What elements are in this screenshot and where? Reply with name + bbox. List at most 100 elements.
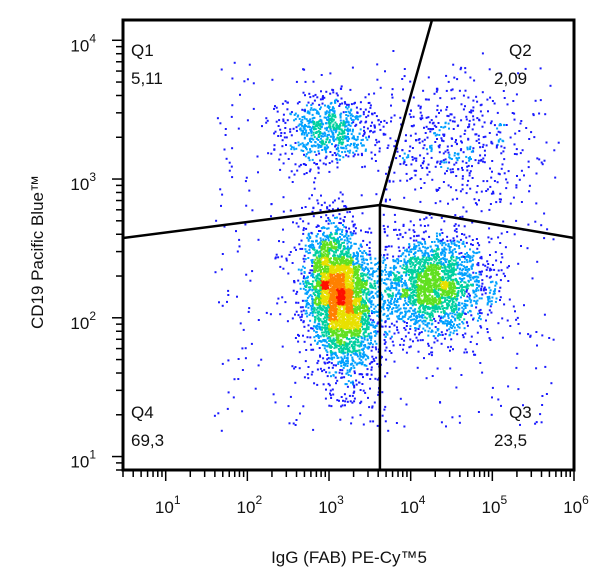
- event-dot: [485, 319, 487, 322]
- event-dot: [468, 235, 471, 238]
- event-dot: [365, 287, 368, 290]
- event-dot: [327, 251, 330, 254]
- event-dot: [474, 293, 477, 296]
- event-dot: [409, 287, 411, 290]
- event-dot: [356, 275, 359, 278]
- event-dot: [384, 282, 387, 285]
- event-dot: [371, 346, 374, 349]
- event-dot: [335, 246, 338, 249]
- event-dot: [309, 245, 312, 248]
- event-dot: [447, 243, 450, 246]
- event-dot: [351, 337, 353, 339]
- event-dot: [308, 289, 311, 292]
- event-dot: [458, 318, 461, 321]
- event-dot: [454, 259, 457, 262]
- event-dot: [344, 272, 347, 275]
- event-dot: [318, 266, 321, 269]
- event-dot: [319, 263, 322, 266]
- event-dot: [430, 314, 433, 317]
- event-dot: [307, 329, 310, 332]
- event-dot: [349, 264, 352, 267]
- event-dot: [424, 305, 427, 308]
- event-dot: [437, 284, 440, 287]
- event-dot: [346, 371, 349, 374]
- event-dot: [309, 283, 312, 285]
- event-dot: [293, 281, 296, 284]
- event-dot: [457, 308, 460, 311]
- event-dot: [424, 329, 427, 332]
- event-dot: [343, 290, 346, 293]
- event-dot: [482, 263, 485, 266]
- event-dot: [325, 236, 328, 238]
- event-dot: [434, 274, 436, 277]
- event-dot: [357, 247, 360, 250]
- event-dot: [433, 317, 436, 320]
- event-dot: [346, 258, 349, 261]
- event-dot: [403, 315, 406, 318]
- event-dot: [338, 303, 341, 306]
- event-dot: [330, 245, 333, 248]
- event-dot: [422, 231, 425, 234]
- event-dot: [449, 276, 452, 279]
- event-dot: [421, 251, 424, 254]
- event-dot: [303, 325, 306, 328]
- event-dot: [337, 276, 340, 279]
- event-dot: [334, 216, 336, 219]
- event-dot: [435, 238, 438, 241]
- event-dot: [343, 307, 345, 309]
- event-dot: [341, 372, 344, 375]
- event-dot: [343, 267, 346, 270]
- event-dot: [408, 245, 411, 248]
- event-dot: [320, 286, 322, 289]
- event-dot: [337, 274, 340, 277]
- event-dot: [456, 333, 459, 336]
- event-dot: [383, 339, 386, 341]
- event-dot: [329, 219, 331, 222]
- event-dot: [344, 281, 347, 283]
- event-dot: [466, 300, 469, 302]
- event-dot: [446, 305, 449, 308]
- event-dot: [325, 276, 328, 279]
- event-dot: [475, 252, 478, 255]
- event-dot: [369, 292, 372, 295]
- event-dot: [442, 315, 445, 318]
- event-dot: [348, 319, 351, 322]
- event-dot: [397, 331, 400, 334]
- event-dot: [450, 287, 452, 290]
- event-dot: [412, 229, 415, 232]
- event-dot: [439, 297, 442, 299]
- event-dot: [310, 308, 313, 311]
- event-dot: [340, 298, 343, 301]
- event-dot: [350, 329, 352, 332]
- event-dot: [310, 231, 313, 234]
- event-dot: [370, 261, 373, 264]
- event-dot: [311, 285, 314, 288]
- event-dot: [423, 295, 426, 297]
- event-dot: [357, 300, 359, 303]
- event-dot: [365, 293, 368, 296]
- event-dot: [331, 325, 334, 328]
- event-dot: [424, 265, 427, 268]
- event-dot: [453, 313, 456, 316]
- event-dot: [368, 300, 371, 303]
- event-dot: [402, 225, 405, 227]
- event-dot: [308, 272, 311, 274]
- event-dot: [367, 342, 370, 345]
- event-dot: [449, 295, 452, 298]
- event-dot: [329, 267, 332, 270]
- event-dot: [341, 258, 343, 260]
- event-dot: [342, 256, 345, 259]
- event-dot: [426, 288, 429, 291]
- event-dot: [365, 328, 368, 331]
- event-dot: [365, 283, 368, 286]
- event-dot: [319, 278, 322, 281]
- event-dot: [434, 266, 437, 269]
- event-dot: [495, 259, 498, 262]
- event-dot: [447, 317, 450, 320]
- event-dot: [335, 333, 338, 336]
- event-dot: [319, 245, 321, 248]
- event-dot: [330, 282, 333, 285]
- event-dot: [323, 324, 326, 327]
- event-dot: [331, 366, 334, 369]
- event-dot: [330, 334, 333, 337]
